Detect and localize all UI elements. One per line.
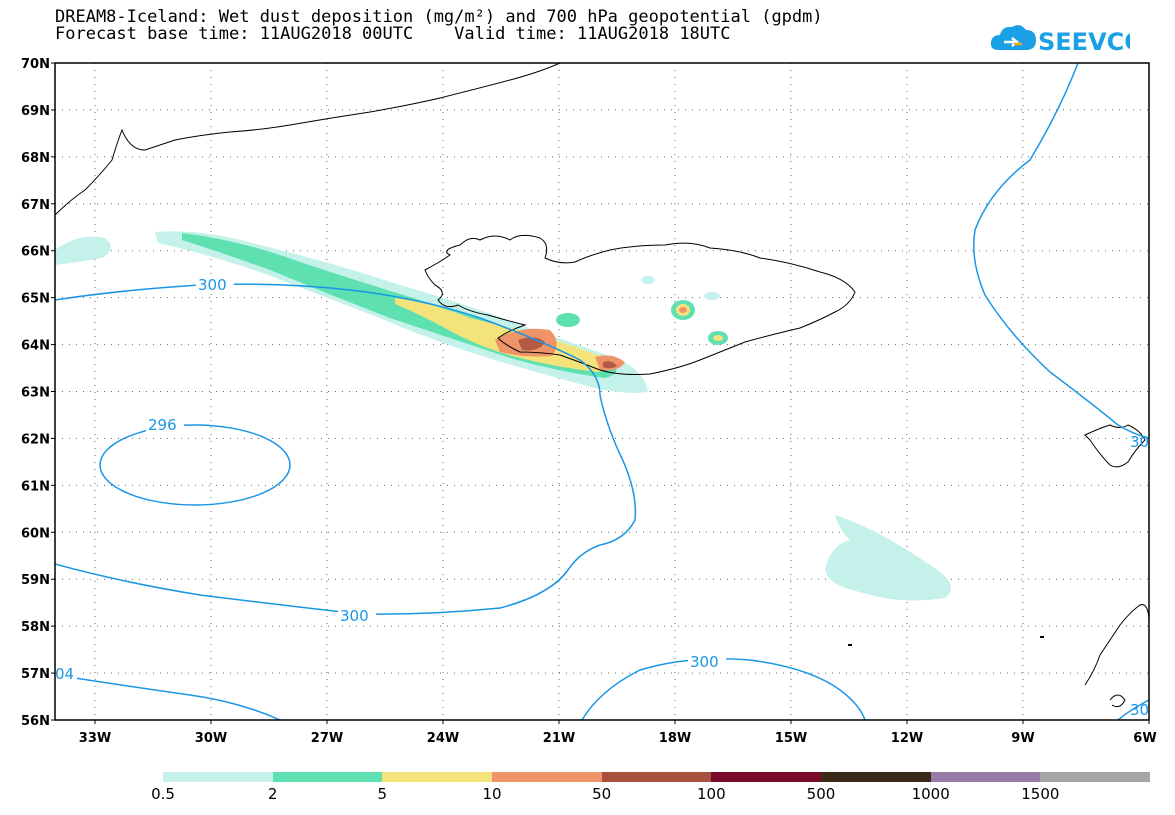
legend-swatch (711, 772, 822, 782)
deposition-patch-south (825, 515, 951, 601)
greenland-coast (55, 63, 561, 216)
lon-label: 6W (1133, 731, 1156, 746)
lon-label: 15W (775, 731, 807, 746)
contour-label: 30 (1130, 433, 1149, 451)
lon-label: 27W (311, 731, 343, 746)
contour-300-south (581, 658, 866, 720)
lat-label: 64N (21, 339, 50, 354)
legend-label: 50 (592, 785, 612, 803)
lon-label: 9W (1011, 731, 1034, 746)
legend-swatch (272, 772, 383, 782)
legend-label: 2 (267, 785, 278, 803)
dust-deposition-field (55, 231, 951, 601)
legend-label: 5 (377, 785, 388, 803)
coastlines (55, 63, 1149, 720)
latitude-labels: 70N 69N 68N 67N 66N 65N 64N 63N 62N 61N 60N 59N 58N 5… (21, 57, 50, 729)
lat-label: 59N (21, 573, 50, 588)
legend-swatch (492, 772, 602, 782)
faroe-coast (1084, 424, 1146, 468)
deposition-band-50-east (603, 361, 617, 369)
lat-label: 66N (21, 245, 50, 260)
contour-label: 04 (55, 665, 74, 683)
contour-296 (99, 424, 291, 506)
legend-swatch (601, 772, 712, 782)
color-legend (163, 772, 1151, 782)
longitude-labels: 33W 30W 27W 24W 21W 18W 15W 12W 9W 6W (79, 731, 1157, 746)
deposition-band-0.5-west (55, 236, 111, 265)
contour-label: 300 (690, 653, 719, 671)
contour-label: 296 (148, 416, 177, 434)
contour-label-group: 300 296 300 300 04 30 30 (55, 275, 1149, 719)
iceland-coast (424, 234, 856, 375)
lat-label: 68N (21, 151, 50, 166)
lat-label: 63N (21, 386, 50, 401)
lon-label: 33W (79, 731, 111, 746)
legend-swatch (163, 772, 273, 782)
contour-300-east (973, 63, 1149, 439)
lat-label: 69N (21, 104, 50, 119)
lon-label: 30W (195, 731, 227, 746)
lat-label: 67N (21, 198, 50, 213)
lat-label: 61N (21, 479, 50, 494)
lat-label: 58N (21, 620, 50, 635)
lat-label: 65N (21, 292, 50, 307)
lon-label: 24W (427, 731, 459, 746)
legend-label: 10 (482, 785, 502, 803)
legend-label: 500 (806, 785, 836, 803)
lat-label: 60N (21, 526, 50, 541)
chart-subtitle: Forecast base time: 11AUG2018 00UTC Vali… (55, 24, 731, 44)
cloud-icon (990, 25, 1036, 50)
scotland-coast (1084, 604, 1149, 720)
legend-label: 100 (697, 785, 726, 803)
seevccc-logo: SEEVCCC (990, 25, 1130, 56)
lat-label: 57N (21, 667, 50, 682)
contour-300-north (55, 283, 637, 615)
lon-label: 12W (891, 731, 923, 746)
contour-label: 30 (1130, 701, 1149, 719)
contour-304 (55, 674, 281, 720)
lat-label: 62N (21, 432, 50, 447)
lat-label: 56N (21, 714, 50, 729)
graticule (55, 63, 1149, 720)
lat-label: 70N (21, 57, 50, 72)
logo-text: SEEVCCC (1038, 28, 1130, 56)
axis-ticks (51, 62, 1150, 724)
legend-swatch (930, 772, 1041, 782)
lon-label: 21W (543, 731, 575, 746)
legend-label: 1000 (911, 785, 950, 803)
legend-label: 0.5 (151, 785, 175, 803)
legend-swatch (821, 772, 931, 782)
lon-label: 18W (659, 731, 691, 746)
chart-title: DREAM8-Iceland: Wet dust deposition (mg/… (55, 7, 823, 27)
contour-label: 300 (340, 607, 369, 625)
legend-swatch (382, 772, 493, 782)
legend-label: 1500 (1021, 785, 1060, 803)
geopotential-contours (55, 63, 1149, 720)
legend-swatch (1040, 772, 1151, 782)
contour-label: 300 (198, 276, 227, 294)
